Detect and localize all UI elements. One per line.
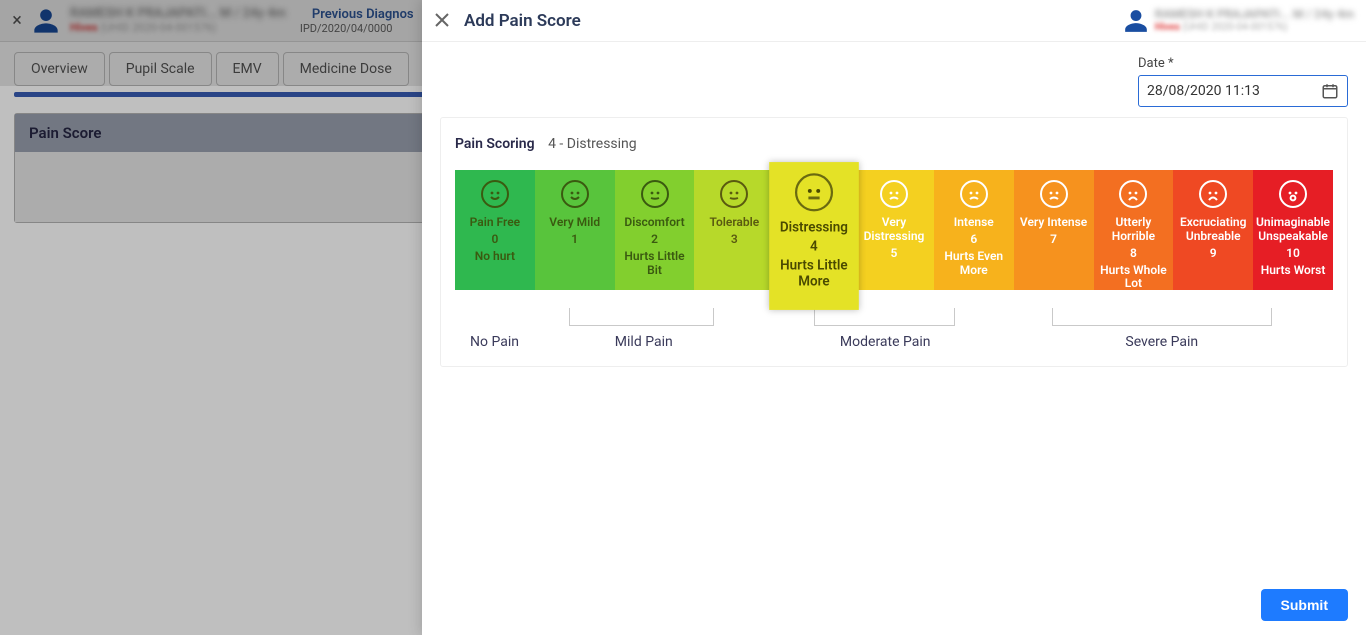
dialog-title: Add Pain Score xyxy=(464,11,581,31)
bg-tab: Medicine Dose xyxy=(283,52,409,86)
pain-scale-title: Unimaginable Unspeakable xyxy=(1255,216,1331,244)
pain-scale-sub: Hurts Whole Lot xyxy=(1096,264,1172,292)
calendar-icon[interactable] xyxy=(1321,82,1339,100)
pain-scale-title: Utterly Horrible xyxy=(1096,216,1172,244)
face-icon xyxy=(561,180,589,208)
dialog-header: Add Pain Score RAMESH K PRAJAPATI... M /… xyxy=(422,0,1366,42)
submit-button[interactable]: Submit xyxy=(1261,589,1348,621)
pain-scale-score: 8 xyxy=(1130,246,1137,260)
pain-scale-option-0[interactable]: Pain Free 0 No hurt xyxy=(455,170,535,290)
pain-scoring-card: Pain Scoring 4 - Distressing Pain Free 0 N… xyxy=(440,117,1348,367)
face-icon xyxy=(1199,180,1227,208)
pain-scale-score: 7 xyxy=(1050,232,1057,246)
pain-scale-option-7[interactable]: Very Intense 7 xyxy=(1014,170,1094,290)
pain-scale-score: 1 xyxy=(571,232,578,246)
pain-scale-row: Pain Free 0 No hurt Very Mild 1 Discomfort 2 Hu… xyxy=(455,170,1333,302)
pain-scale-option-3[interactable]: Tolerable 3 xyxy=(694,170,774,290)
bg-avatar-icon xyxy=(32,7,60,35)
avatar-icon xyxy=(1123,8,1149,34)
range-labels: No Pain Mild Pain Moderate Pain Severe P… xyxy=(455,334,1333,354)
pain-scale-sub: Hurts Even More xyxy=(936,250,1012,278)
pain-scale-option-1[interactable]: Very Mild 1 xyxy=(535,170,615,290)
pain-scale-title: Intense xyxy=(954,216,994,230)
pain-scale-sub: No hurt xyxy=(475,250,515,264)
bg-tab: Overview xyxy=(14,52,105,86)
face-icon xyxy=(1119,180,1147,208)
dialog-patient-tag: Hives xyxy=(1155,22,1180,33)
face-icon xyxy=(960,180,988,208)
close-icon[interactable] xyxy=(434,11,450,31)
range-brackets xyxy=(455,308,1333,330)
pain-scale-title: Very Intense xyxy=(1020,216,1087,230)
pain-scale-sub: Hurts Little More xyxy=(772,258,857,289)
face-icon xyxy=(880,180,908,208)
pain-scoring-value: 4 - Distressing xyxy=(548,136,637,152)
pain-scale-score: 4 xyxy=(810,238,818,254)
date-label: Date * xyxy=(1138,56,1348,71)
bg-patient-name: RAMESH K PRAJAPATI... M / 24y 4m xyxy=(70,7,286,21)
pain-scale-title: Very Mild xyxy=(549,216,600,230)
pain-scale-title: Excruciating Unbreable xyxy=(1175,216,1251,244)
pain-scoring-label: Pain Scoring xyxy=(455,136,535,152)
pain-scale-title: Tolerable xyxy=(709,216,759,230)
face-icon xyxy=(1279,180,1307,208)
range-severe-pain: Severe Pain xyxy=(1125,334,1198,350)
dialog-patient-code: (UHID 2020-04-001576) xyxy=(1182,22,1287,33)
face-icon xyxy=(1040,180,1068,208)
range-bracket xyxy=(814,308,954,326)
dialog-patient-block: RAMESH K PRAJAPATI... M / 24y 4m Hives (… xyxy=(1123,8,1354,34)
range-bracket xyxy=(569,308,714,326)
pain-scale-sub: Hurts Little Bit xyxy=(617,250,693,278)
pain-scale-score: 5 xyxy=(891,246,898,260)
bg-tab: Pupil Scale xyxy=(109,52,212,86)
pain-scale-option-2[interactable]: Discomfort 2 Hurts Little Bit xyxy=(615,170,695,290)
pain-scale-score: 3 xyxy=(731,232,738,246)
bg-tab: EMV xyxy=(216,52,279,86)
pain-scale-title: Discomfort xyxy=(624,216,684,230)
date-value: 28/08/2020 11:13 xyxy=(1147,83,1260,99)
bg-prev-diagnosis: Previous Diagnos IPD/2020/04/0000 xyxy=(300,7,414,35)
range-mild-pain: Mild Pain xyxy=(615,334,673,350)
pain-scale-title: Pain Free xyxy=(470,216,520,230)
pain-scale-title: Distressing xyxy=(780,220,848,235)
face-icon xyxy=(720,180,748,208)
bg-prev-diag-label: Previous Diagnos xyxy=(312,7,414,22)
pain-scale-option-9[interactable]: Excruciating Unbreable 9 xyxy=(1173,170,1253,290)
bg-patient-code: (UHID 2020-04-001576) xyxy=(100,21,216,34)
face-icon xyxy=(641,180,669,208)
pain-scale-option-4[interactable]: Distressing 4 Hurts Little More xyxy=(769,162,858,310)
bg-patient-block: RAMESH K PRAJAPATI... M / 24y 4m Hives (… xyxy=(64,7,292,33)
pain-scale-score: 0 xyxy=(491,232,498,246)
dialog-patient-name: RAMESH K PRAJAPATI... M / 24y 4m xyxy=(1155,8,1354,21)
pain-scale-option-8[interactable]: Utterly Horrible 8 Hurts Whole Lot xyxy=(1094,170,1174,290)
pain-scale-score: 2 xyxy=(651,232,658,246)
date-input[interactable]: 28/08/2020 11:13 xyxy=(1138,75,1348,107)
pain-scale-option-10[interactable]: Unimaginable Unspeakable 10 Hurts Worst xyxy=(1253,170,1333,290)
bg-prev-diag-sub: IPD/2020/04/0000 xyxy=(300,22,414,35)
face-icon xyxy=(481,180,509,208)
face-icon xyxy=(795,173,833,211)
add-pain-score-dialog: Add Pain Score RAMESH K PRAJAPATI... M /… xyxy=(422,0,1366,635)
range-no-pain: No Pain xyxy=(470,334,519,350)
pain-scale-option-5[interactable]: Very Distressing 5 xyxy=(854,170,934,290)
pain-scale-title: Very Distressing xyxy=(856,216,932,244)
range-moderate-pain: Moderate Pain xyxy=(840,334,931,350)
bg-patient-tag: Hives xyxy=(70,21,98,34)
pain-scale-sub: Hurts Worst xyxy=(1261,264,1326,278)
pain-scale-score: 9 xyxy=(1210,246,1217,260)
pain-scale-option-6[interactable]: Intense 6 Hurts Even More xyxy=(934,170,1014,290)
bg-close-icon: × xyxy=(6,10,28,31)
pain-scale-score: 6 xyxy=(970,232,977,246)
pain-scale-score: 10 xyxy=(1286,246,1300,260)
range-bracket xyxy=(1052,308,1272,326)
